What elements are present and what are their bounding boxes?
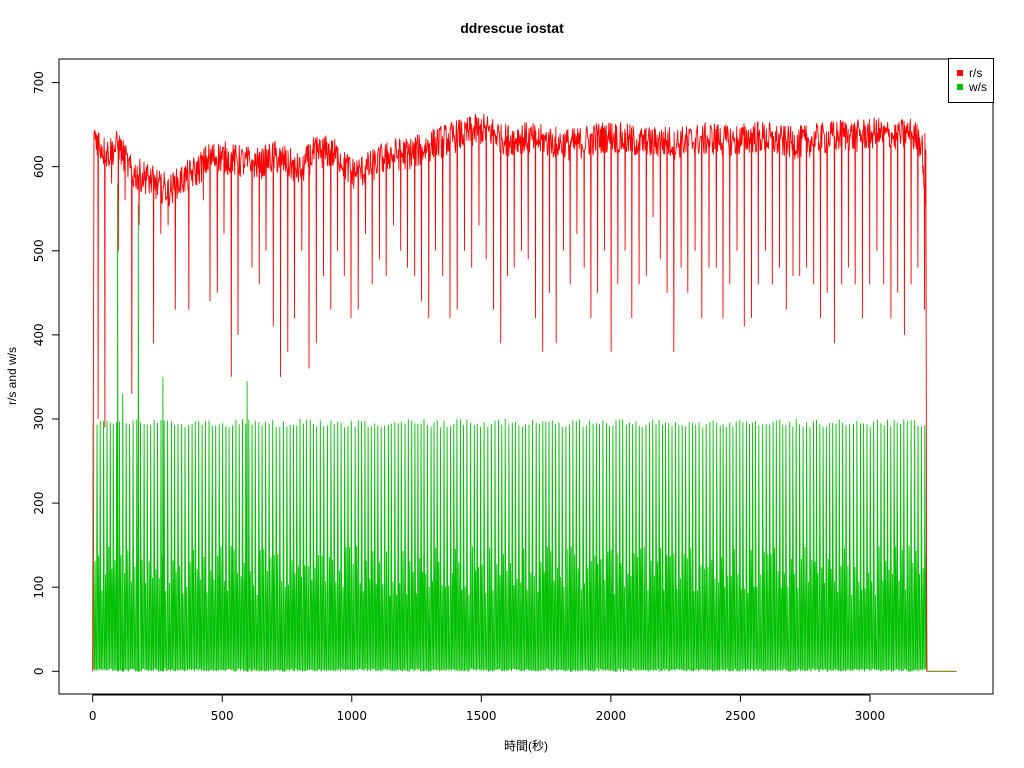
x-tick-label: 500	[211, 709, 234, 723]
y-tick-label: 700	[32, 71, 46, 94]
legend: r/s w/s	[948, 58, 994, 103]
chart-title: ddrescue iostat	[460, 20, 564, 36]
x-axis-label: 時間(秒)	[504, 739, 548, 753]
x-tick-label: 2000	[596, 709, 627, 723]
y-tick-label: 600	[32, 155, 46, 178]
legend-swatch-ws	[957, 84, 963, 90]
y-tick-label: 200	[32, 492, 46, 515]
legend-label-ws: w/s	[969, 80, 987, 94]
x-tick-label: 2500	[725, 709, 756, 723]
x-tick-label: 1500	[466, 709, 497, 723]
y-tick-label: 300	[32, 408, 46, 431]
y-tick-label: 500	[32, 239, 46, 262]
series-ws-line	[92, 183, 928, 673]
y-tick-label: 0	[32, 667, 46, 675]
y-tick-label: 100	[32, 576, 46, 599]
legend-swatch-rs	[957, 70, 963, 76]
x-tick-label: 1000	[336, 709, 367, 723]
legend-label-rs: r/s	[969, 66, 983, 80]
y-tick-label: 400	[32, 323, 46, 346]
legend-item-ws: w/s	[957, 80, 987, 94]
x-tick-label: 0	[89, 709, 97, 723]
x-tick-label: 3000	[855, 709, 886, 723]
series-rs-line	[92, 113, 928, 672]
legend-item-rs: r/s	[957, 66, 982, 80]
